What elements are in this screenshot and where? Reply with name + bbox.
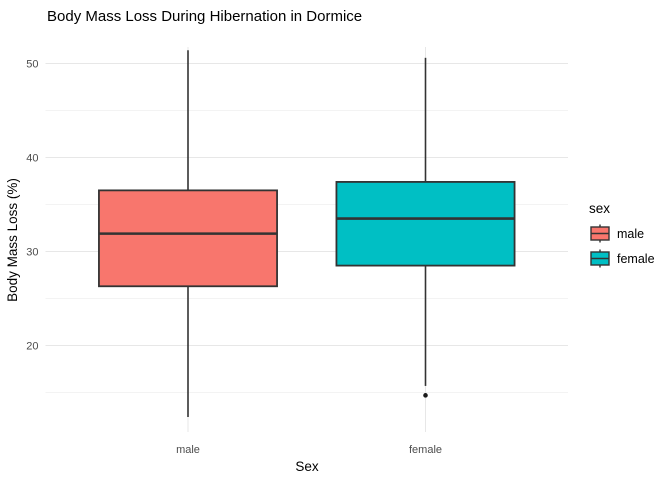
legend-entry-male: male	[590, 224, 644, 243]
boxplot-female	[335, 57, 516, 398]
legend-label-male: male	[617, 227, 644, 241]
x-tick-label-female: female	[409, 444, 442, 456]
boxplot-male	[98, 50, 278, 417]
y-tick-label: 30	[26, 246, 38, 258]
iqr-box-male	[98, 189, 278, 288]
iqr-box-female	[335, 181, 516, 267]
axis-layer: 20 30 40 50 male female	[26, 58, 442, 456]
chart-title: Body Mass Loss During Hibernation in Dor…	[47, 8, 362, 25]
legend-title: sex	[589, 201, 610, 216]
y-tick-label: 50	[26, 58, 38, 70]
legend-entry-female: female	[590, 249, 655, 268]
legend-layer: male female	[590, 224, 655, 268]
x-axis-title: Sex	[295, 459, 319, 474]
legend-label-female: female	[617, 252, 655, 266]
y-tick-label: 40	[26, 152, 38, 164]
y-tick-label: 20	[26, 341, 38, 353]
outlier-point-female	[423, 393, 428, 398]
y-axis-title: Body Mass Loss (%)	[5, 178, 20, 302]
x-tick-label-male: male	[176, 444, 200, 456]
box-layer	[98, 50, 516, 417]
